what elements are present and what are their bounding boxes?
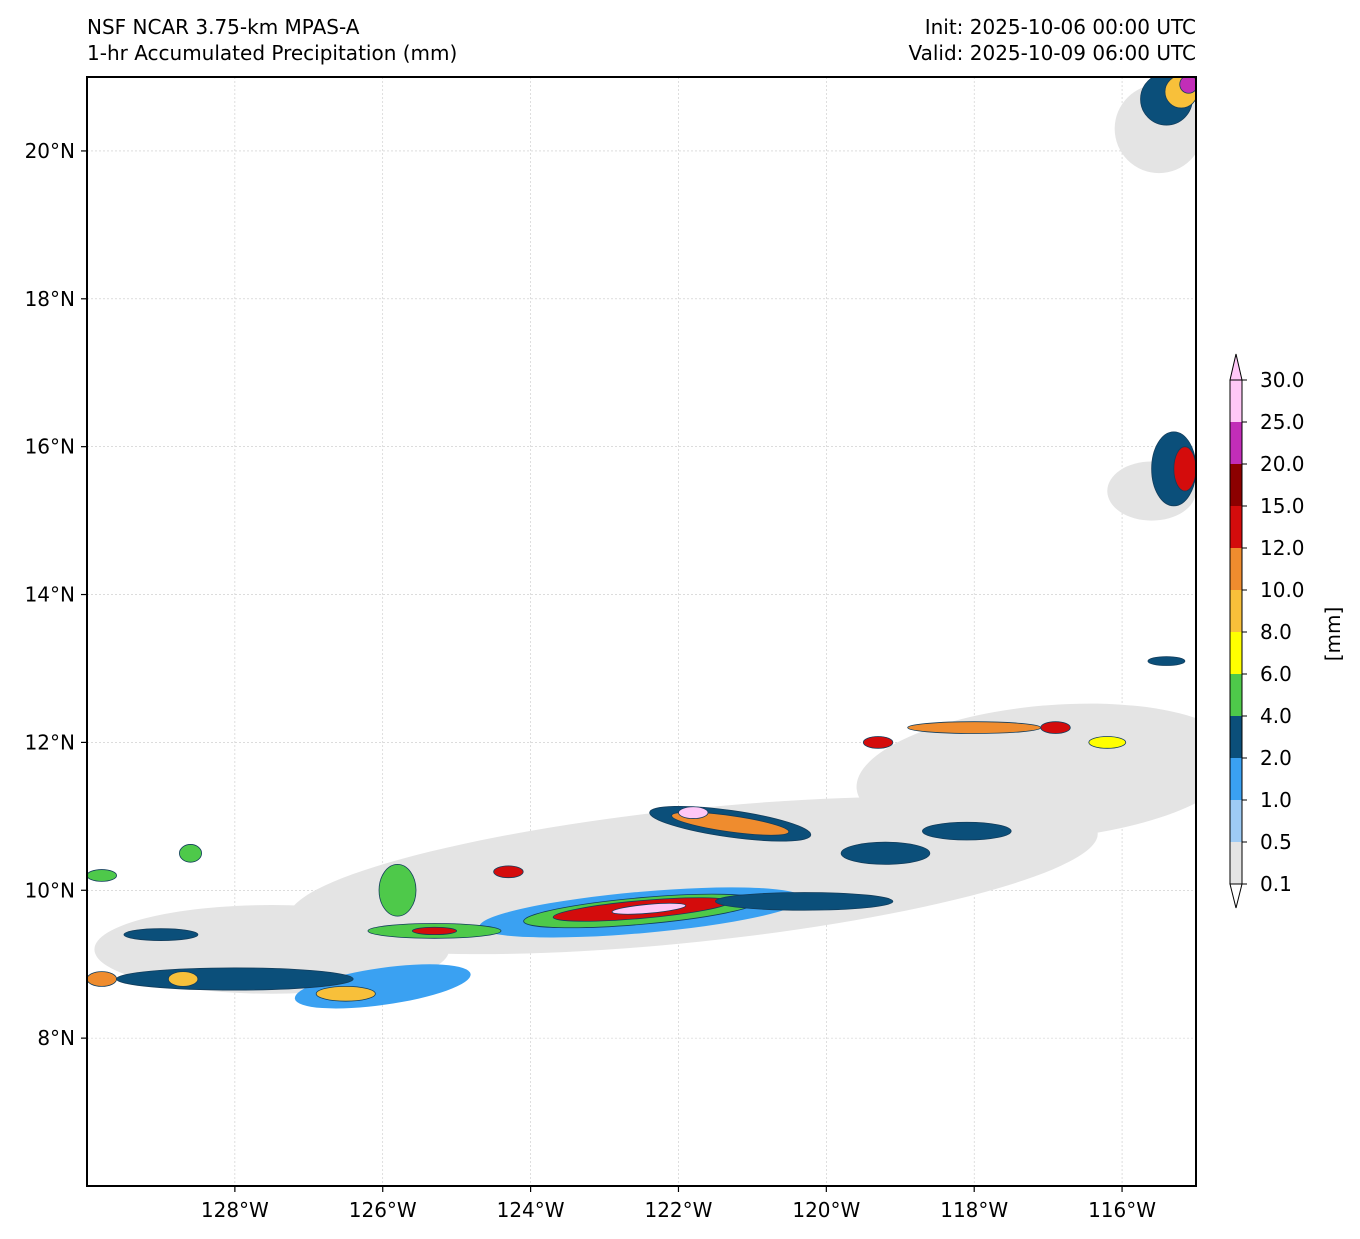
lon-tick-label: 118°W (940, 1198, 1008, 1222)
lat-tick-label: 8°N (37, 1026, 75, 1050)
precip-cell (1173, 446, 1196, 492)
lon-tick-label: 120°W (792, 1198, 860, 1222)
precip-cell (411, 926, 458, 936)
colorbar-level-label: 0.1 (1260, 872, 1292, 896)
precip-cell (493, 865, 524, 879)
lon-tick-label: 128°W (201, 1198, 269, 1222)
header-left: NSF NCAR 3.75-km MPAS-A 1-hr Accumulated… (87, 14, 457, 66)
precip-cell (123, 928, 199, 941)
colorbar-level-label: 15.0 (1260, 494, 1305, 518)
precip-cell (1147, 656, 1186, 666)
lat-tick-label: 18°N (25, 287, 75, 311)
colorbar-level-label: 10.0 (1260, 578, 1305, 602)
colorbar-segment (1230, 590, 1242, 632)
lon-tick-label: 124°W (497, 1198, 565, 1222)
axis-ticks: 128°W 126°W 124°W 122°W 120°W 118°W 116°W 8°N 10… (25, 139, 1157, 1222)
colorbar-level-label: 30.0 (1260, 368, 1305, 392)
colorbar-unit-label: [mm] (1321, 607, 1345, 662)
header-right: Init: 2025-10-06 00:00 UTC Valid: 2025-1… (908, 14, 1196, 66)
lat-tick-label: 14°N (25, 583, 75, 607)
colorbar-level-label: 4.0 (1260, 704, 1292, 728)
precip-cell (87, 869, 117, 882)
precip-cell (1088, 736, 1127, 749)
precip-cell (1040, 721, 1071, 734)
precip-cell (179, 844, 202, 863)
precip-cell (840, 841, 931, 865)
colorbar-level-label: 1.0 (1260, 788, 1292, 812)
precip-cell (1179, 77, 1196, 94)
colorbar-level-label: 2.0 (1260, 746, 1292, 770)
colorbar-extend-over (1229, 353, 1243, 381)
colorbar: 0.1 0.5 1.0 2.0 4.0 6.0 8.0 10.0 12.0 15.0 20.0 25.… (1229, 353, 1305, 909)
precip-cell (922, 821, 1012, 841)
precip-cell (116, 967, 354, 991)
lat-tick-label: 20°N (25, 139, 75, 163)
precip-cell (856, 703, 1196, 841)
lon-tick-label: 116°W (1088, 1198, 1156, 1222)
model-title: NSF NCAR 3.75-km MPAS-A (87, 15, 360, 39)
precip-cell (862, 736, 894, 749)
colorbar-extend-under (1229, 883, 1243, 909)
precip-cell (611, 902, 687, 915)
lon-tick-label: 126°W (349, 1198, 417, 1222)
precip-cell (288, 796, 1098, 955)
field-title: 1-hr Accumulated Precipitation (mm) (87, 41, 458, 65)
colorbar-level-label: 0.5 (1260, 830, 1292, 854)
colorbar-level-label: 20.0 (1260, 452, 1305, 476)
valid-time: Valid: 2025-10-09 06:00 UTC (908, 41, 1196, 65)
precip-cell (678, 806, 709, 819)
colorbar-segment (1230, 380, 1242, 422)
colorbar-level-label: 8.0 (1260, 620, 1292, 644)
lat-tick-label: 10°N (25, 878, 75, 902)
colorbar-segment (1230, 758, 1242, 800)
colorbar-segment (1230, 464, 1242, 506)
init-time: Init: 2025-10-06 00:00 UTC (924, 15, 1196, 39)
colorbar-segment (1230, 422, 1242, 464)
map-frame (86, 76, 1197, 1187)
lon-tick-label: 122°W (644, 1198, 712, 1222)
precip-cell (715, 892, 894, 911)
precip-cell (907, 721, 1042, 734)
colorbar-level-label: 6.0 (1260, 662, 1292, 686)
colorbar-segment (1230, 548, 1242, 590)
precip-cell (378, 863, 417, 917)
lat-tick-label: 16°N (25, 435, 75, 459)
precip-cell (167, 971, 199, 987)
colorbar-level-label: 25.0 (1260, 410, 1305, 434)
precip-cell (87, 971, 117, 987)
colorbar-segment (1230, 632, 1242, 674)
colorbar-level-label: 12.0 (1260, 536, 1305, 560)
colorbar-segment (1230, 716, 1242, 758)
colorbar-segment (1230, 800, 1242, 842)
colorbar-segment (1230, 506, 1242, 548)
gridlines (87, 77, 1196, 1186)
lat-tick-label: 12°N (25, 730, 75, 754)
precip-field (87, 77, 1196, 1009)
colorbar-segment (1230, 842, 1242, 884)
colorbar-segment (1230, 674, 1242, 716)
precip-cell (315, 985, 376, 1002)
